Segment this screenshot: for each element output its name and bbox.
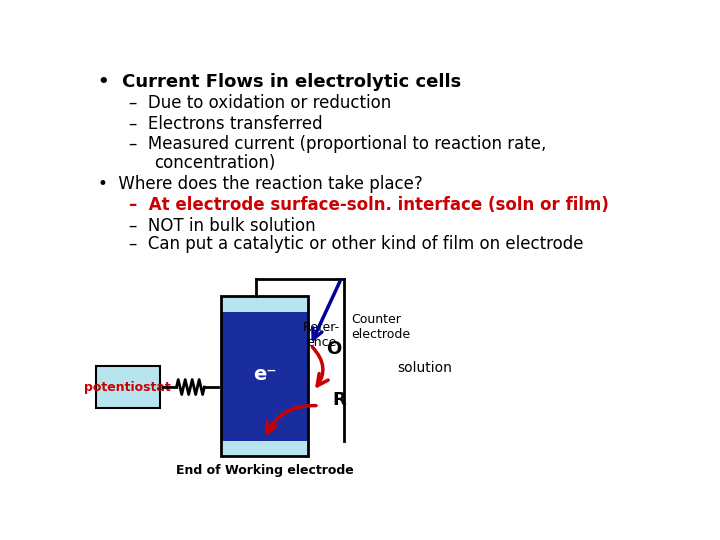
- Text: R: R: [333, 390, 346, 409]
- Text: End of Working electrode: End of Working electrode: [176, 464, 354, 477]
- Bar: [221, 295, 307, 456]
- Text: O: O: [327, 340, 342, 358]
- Text: concentration): concentration): [154, 154, 276, 172]
- Text: potentiostat: potentiostat: [84, 381, 171, 394]
- Text: –  NOT in bulk solution: – NOT in bulk solution: [129, 217, 315, 234]
- Text: –  At electrode surface-soln. interface (soln or film): – At electrode surface-soln. interface (…: [129, 196, 609, 214]
- Text: solution: solution: [397, 361, 452, 375]
- Bar: [221, 441, 307, 456]
- Text: Counter
electrode: Counter electrode: [351, 313, 410, 341]
- Text: –  Due to oxidation or reduction: – Due to oxidation or reduction: [129, 94, 391, 112]
- Text: –  Electrons transferred: – Electrons transferred: [129, 114, 323, 133]
- Bar: [221, 312, 307, 441]
- Bar: [96, 366, 160, 408]
- Text: –  Measured current (proportional to reaction rate,: – Measured current (proportional to reac…: [129, 136, 546, 153]
- Text: •  Where does the reaction take place?: • Where does the reaction take place?: [99, 175, 423, 193]
- Text: •  Current Flows in electrolytic cells: • Current Flows in electrolytic cells: [99, 73, 462, 91]
- Text: Refer-
ence: Refer- ence: [303, 321, 340, 349]
- Bar: [221, 295, 307, 312]
- Text: –  Can put a catalytic or other kind of film on electrode: – Can put a catalytic or other kind of f…: [129, 235, 583, 253]
- Text: e⁻: e⁻: [253, 365, 276, 384]
